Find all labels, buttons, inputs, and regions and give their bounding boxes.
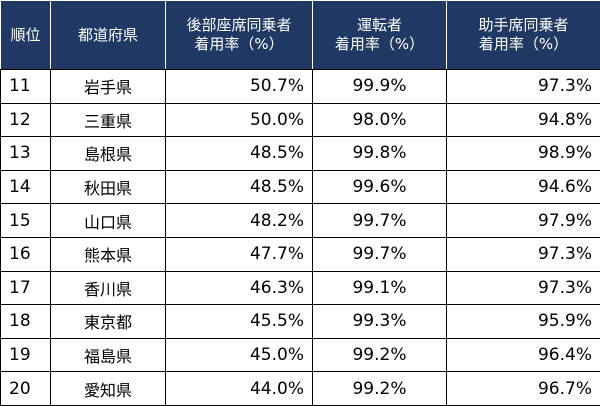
table-cell: 99.7% <box>312 236 447 272</box>
table-cell: 96.4% <box>446 337 600 373</box>
table-cell: 99.6% <box>312 169 447 205</box>
table-cell: 熊本県 <box>50 236 166 272</box>
table-cell: 99.2% <box>312 371 447 406</box>
table-cell: 97.9% <box>446 203 600 238</box>
table-cell: 99.3% <box>312 304 447 339</box>
header-text: 助手席同乗者 <box>478 16 569 34</box>
table-cell: 岩手県 <box>50 69 166 104</box>
table-cell: 18 <box>0 304 51 339</box>
table-row: 18 東京都 45.5% 99.3% 95.9% <box>0 304 600 339</box>
table-cell: 17 <box>0 270 51 306</box>
header-text: 着用率（%） <box>194 35 284 53</box>
table-cell: 48.2% <box>165 203 313 238</box>
table-row: 17 香川県 46.3% 99.1% 97.3% <box>0 270 600 306</box>
table-row: 12 三重県 50.0% 98.0% 94.8% <box>0 102 600 138</box>
table-row: 19 福島県 45.0% 99.2% 96.4% <box>0 337 600 373</box>
table-cell: 46.3% <box>165 270 313 306</box>
header-text: 着用率（%） <box>334 35 425 53</box>
table-cell: 50.7% <box>165 69 313 104</box>
table-cell: 98.0% <box>312 102 447 138</box>
header-text: 順位 <box>10 25 41 44</box>
table-row: 14 秋田県 48.5% 99.6% 94.6% <box>0 169 600 205</box>
header-cell: 都道府県 <box>50 0 166 70</box>
table-cell: 97.3% <box>446 69 600 104</box>
table-cell: 47.7% <box>165 236 313 272</box>
table-cell: 16 <box>0 236 51 272</box>
table-cell: 13 <box>0 136 51 171</box>
table-cell: 50.0% <box>165 102 313 138</box>
table-cell: 97.3% <box>446 236 600 272</box>
table-cell: 秋田県 <box>50 169 166 205</box>
table-cell: 98.9% <box>446 136 600 171</box>
table-row: 15 山口県 48.2% 99.7% 97.9% <box>0 203 600 238</box>
table-cell: 44.0% <box>165 371 313 406</box>
table-cell: 14 <box>0 169 51 205</box>
table-cell: 45.5% <box>165 304 313 339</box>
header-row: 順位 都道府県 後部座席同乗者 着用率（%） 運転者 着用率（%） 助手席同乗者 着用率（%） <box>0 0 600 70</box>
table-cell: 48.5% <box>165 169 313 205</box>
table-cell: 東京都 <box>50 304 166 339</box>
table-cell: 香川県 <box>50 270 166 306</box>
table-cell: 45.0% <box>165 337 313 373</box>
table-cell: 96.7% <box>446 371 600 406</box>
table-cell: 99.7% <box>312 203 447 238</box>
table-cell: 愛知県 <box>50 371 166 406</box>
table-cell: 99.9% <box>312 69 447 104</box>
table-cell: 20 <box>0 371 51 406</box>
header-text: 都道府県 <box>77 25 138 44</box>
table-row: 16 熊本県 47.7% 99.7% 97.3% <box>0 236 600 272</box>
table-cell: 19 <box>0 337 51 373</box>
table-cell: 48.5% <box>165 136 313 171</box>
table-cell: 99.2% <box>312 337 447 373</box>
table-cell: 95.9% <box>446 304 600 339</box>
header-text: 運転者 <box>356 16 402 34</box>
table-cell: 94.6% <box>446 169 600 205</box>
table-cell: 島根県 <box>50 136 166 171</box>
table-body: 11 岩手県 50.7% 99.9% 97.3% 12 三重県 50.0% 98.0% 94.8%… <box>0 69 600 406</box>
table-cell: 山口県 <box>50 203 166 238</box>
header-text: 後部座席同乗者 <box>186 16 292 34</box>
table-row: 13 島根県 48.5% 99.8% 98.9% <box>0 136 600 171</box>
table-cell: 11 <box>0 69 51 104</box>
table-row: 20 愛知県 44.0% 99.2% 96.7% <box>0 371 600 406</box>
table-cell: 12 <box>0 102 51 138</box>
table-cell: 97.3% <box>446 270 600 306</box>
table-cell: 福島県 <box>50 337 166 373</box>
table-cell: 99.8% <box>312 136 447 171</box>
table-cell: 15 <box>0 203 51 238</box>
header-text: 着用率（%） <box>478 35 569 53</box>
table-cell: 99.1% <box>312 270 447 306</box>
header-cell: 後部座席同乗者 着用率（%） <box>165 0 313 70</box>
table-row: 11 岩手県 50.7% 99.9% 97.3% <box>0 69 600 104</box>
table-cell: 三重県 <box>50 102 166 138</box>
header-cell: 運転者 着用率（%） <box>312 0 447 70</box>
header-cell: 順位 <box>0 0 51 70</box>
table-cell: 94.8% <box>446 102 600 138</box>
header-cell: 助手席同乗者 着用率（%） <box>446 0 600 70</box>
